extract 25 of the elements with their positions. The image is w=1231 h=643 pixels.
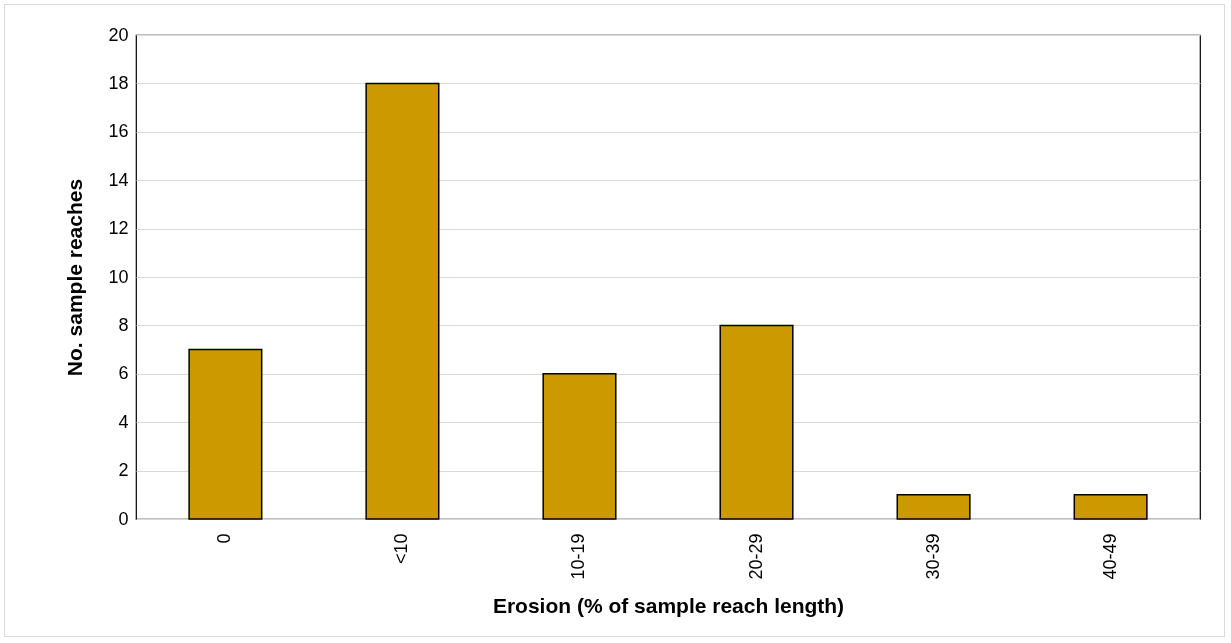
- bar: [365, 82, 440, 520]
- bar: [542, 373, 617, 520]
- y-tick-label: 8: [118, 314, 129, 335]
- x-axis-title: Erosion (% of sample reach length): [492, 593, 845, 617]
- y-tick-label: 10: [108, 266, 129, 287]
- y-tick-label: 16: [108, 121, 129, 142]
- y-tick-label: 0: [118, 508, 129, 529]
- bar: [896, 494, 971, 520]
- bar: [188, 348, 263, 520]
- x-tick-label: <10: [391, 533, 412, 565]
- x-tick-label: 40-49: [1099, 533, 1120, 580]
- y-tick-label: 12: [108, 218, 129, 239]
- y-tick-label: 6: [118, 363, 129, 384]
- y-tick-label: 4: [118, 411, 129, 432]
- bar: [719, 324, 794, 520]
- bar: [1073, 494, 1148, 520]
- y-tick-label: 2: [118, 460, 129, 481]
- x-tick-label: 0: [214, 533, 235, 544]
- y-axis-title: No. sample reaches: [63, 178, 87, 377]
- x-tick-label: 10-19: [568, 533, 589, 580]
- x-tick-label: 30-39: [922, 533, 943, 580]
- x-tick-label: 20-29: [745, 533, 766, 580]
- y-tick-label: 14: [108, 169, 129, 190]
- y-tick-label: 18: [108, 72, 129, 93]
- y-tick-label: 20: [108, 24, 129, 45]
